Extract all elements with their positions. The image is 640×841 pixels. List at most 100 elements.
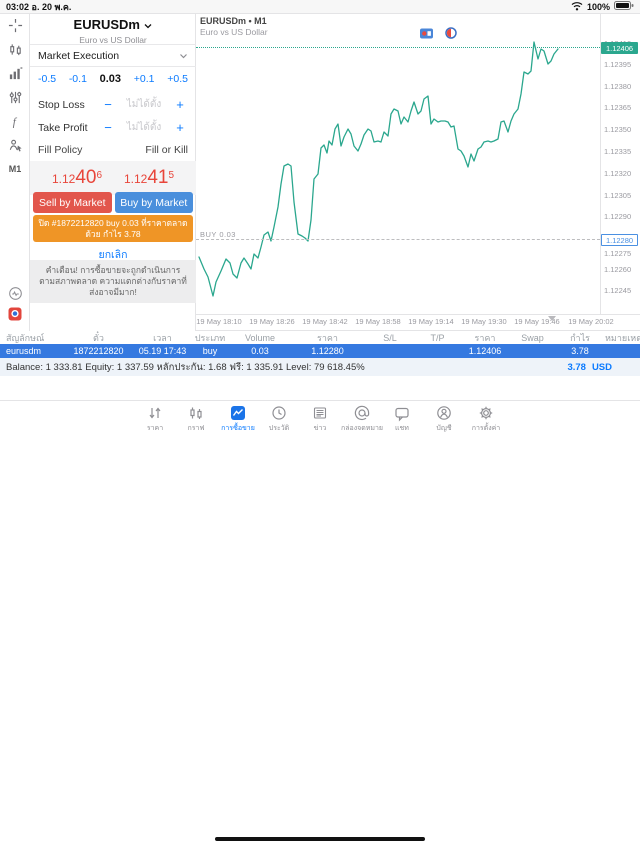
col-symbol: สัญลักษณ์	[6, 332, 45, 343]
chat-icon	[395, 407, 409, 422]
fill-policy-select[interactable]: Fill Policy Fill or Kill	[30, 139, 196, 161]
take-profit-plus-button[interactable]: +	[176, 120, 184, 135]
position-price-badge: 1.12280	[601, 234, 638, 246]
timeframe-m1[interactable]: M1	[8, 164, 22, 174]
volume-inc-big-button[interactable]: +0.5	[167, 73, 188, 85]
nav-label: ข่าว	[313, 425, 327, 432]
cell-price: 1.12280	[311, 346, 344, 356]
y-tick: 1.12395	[604, 60, 632, 69]
col-type: ประเภท	[194, 332, 226, 343]
stop-loss-plus-button[interactable]: +	[176, 97, 184, 112]
x-tick: 19 May 19:30	[461, 317, 507, 326]
current-price-line	[196, 47, 600, 48]
nav-trade[interactable]: การซื้อขาย	[206, 405, 270, 434]
status-date: อ. 20 พ.ค.	[31, 1, 72, 12]
position-row[interactable]: eurusdm 1872212820 05.19 17:43 buy 0.03 …	[0, 344, 640, 358]
chart-title: EURUSDm • M1	[200, 16, 267, 26]
connection-status-icon[interactable]	[0, 282, 30, 304]
y-tick: 1.12380	[604, 82, 632, 91]
nav-accounts[interactable]: บัญชี	[412, 405, 476, 434]
col-comment: หมายเหตุ	[605, 332, 640, 343]
stop-loss-value[interactable]: ไม่ได้ตั้ง	[126, 99, 162, 110]
nav-label: แชท	[395, 425, 409, 432]
y-axis-line	[600, 14, 601, 315]
symbol-selector[interactable]: EURUSDm Euro vs US Dollar	[30, 16, 196, 45]
close-position-button[interactable]: ปิด #1872212820 buy 0.03 ที่ราคาตลาดด้วย…	[33, 215, 193, 242]
y-tick: 1.12335	[604, 147, 632, 156]
svg-text:f: f	[12, 116, 17, 128]
nav-quotes[interactable]: ราคา	[123, 405, 187, 434]
nav-chat[interactable]: แชท	[370, 405, 434, 434]
cell-volume: 0.03	[251, 346, 269, 356]
trade-icon	[231, 406, 245, 420]
stop-loss-minus-button[interactable]: −	[104, 97, 112, 112]
nav-label: ราคา	[146, 425, 164, 432]
wifi-icon	[571, 1, 583, 13]
chevron-down-icon	[180, 53, 187, 58]
app-icon[interactable]	[0, 303, 30, 325]
indicators-icon[interactable]	[0, 62, 30, 84]
stop-loss-row: Stop Loss − ไม่ได้ตั้ง +	[30, 93, 196, 116]
current-price-badge: 1.12406	[601, 42, 638, 54]
status-time-date: 03:02 อ. 20 พ.ค.	[6, 0, 71, 14]
nav-history[interactable]: ประวัติ	[247, 405, 311, 434]
ask-price: 1.12415	[123, 167, 175, 188]
col-tp: T/P	[430, 332, 445, 343]
nav-label: บัญชี	[436, 425, 452, 432]
account-summary: Balance: 1 333.81 Equity: 1 337.59 หลักป…	[6, 361, 365, 373]
chart-type-icon[interactable]	[0, 38, 30, 60]
mailbox-icon	[354, 405, 370, 421]
account-summary-bar: Balance: 1 333.81 Equity: 1 337.59 หลักป…	[0, 358, 640, 376]
settings-sliders-icon[interactable]	[0, 86, 30, 108]
take-profit-minus-button[interactable]: −	[104, 120, 112, 135]
cancel-link[interactable]: ยกเลิก	[98, 249, 128, 261]
crosshair-icon[interactable]	[0, 14, 30, 36]
cell-profit: 3.78	[571, 346, 589, 356]
chart-bottom-border	[196, 330, 640, 331]
chart-header-icons	[420, 26, 457, 44]
volume-value[interactable]: 0.03	[99, 73, 122, 85]
home-indicator[interactable]	[215, 837, 425, 841]
cell-type: buy	[202, 346, 218, 356]
cursor-icon[interactable]	[0, 134, 30, 156]
symbol-flag-icon[interactable]	[420, 26, 433, 44]
session-clock-icon[interactable]	[445, 26, 457, 44]
price-line-chart	[198, 41, 559, 297]
take-profit-value[interactable]: ไม่ได้ตั้ง	[126, 122, 162, 133]
y-tick: 1.12275	[604, 249, 632, 258]
nav-label: กราฟ	[187, 425, 205, 432]
positions-table-header: สัญลักษณ์ ตั๋ว เวลา ประเภท Volume ราคา S…	[0, 331, 640, 344]
accounts-icon	[437, 406, 451, 420]
col-sl: S/L	[383, 332, 397, 343]
execution-warning-text: คำเตือน! การซื้อขายจะถูกดำเนินการตามสภาพ…	[30, 260, 196, 304]
chart-area[interactable]: EURUSDm • M1 Euro vs US Dollar BUY 0.03 …	[196, 14, 640, 331]
nav-label: ประวัติ	[268, 425, 290, 432]
sell-button[interactable]: Sell by Market	[33, 192, 112, 213]
col-ticket: ตั๋ว	[93, 332, 104, 343]
col-profit: กำไร	[570, 332, 590, 343]
trade-buttons: Sell by Market Buy by Market	[33, 192, 193, 213]
nav-news[interactable]: ข่าว	[288, 405, 352, 434]
cell-symbol: eurusdm	[6, 346, 42, 356]
volume-dec-button[interactable]: -0.1	[68, 73, 87, 85]
fx-objects-icon[interactable]: f	[0, 110, 30, 132]
nav-mailbox[interactable]: กล่องจดหมาย	[330, 405, 394, 434]
volume-dec-big-button[interactable]: -0.5	[38, 73, 57, 85]
volume-inc-button[interactable]: +0.1	[133, 73, 155, 85]
settings-gear-icon	[479, 406, 493, 420]
stop-loss-label: Stop Loss	[38, 98, 85, 111]
nav-settings[interactable]: การตั้งค่า	[454, 405, 518, 434]
col-volume: Volume	[244, 332, 276, 343]
nav-charts[interactable]: กราฟ	[164, 405, 228, 434]
status-bar: 03:02 อ. 20 พ.ค. 100%	[0, 0, 640, 14]
nav-label: การซื้อขาย	[221, 425, 255, 432]
x-tick: 19 May 18:26	[249, 317, 295, 326]
symbol-description: Euro vs US Dollar	[79, 35, 147, 45]
nav-label: การตั้งค่า	[471, 425, 501, 432]
price-polyline	[198, 41, 559, 297]
execution-mode-select[interactable]: Market Execution	[30, 44, 196, 67]
buy-button[interactable]: Buy by Market	[114, 192, 193, 213]
quotes-icon	[149, 407, 161, 419]
bottom-nav: ราคา กราฟ การซื้อขาย ประวัติ ข่าว กล่องจ…	[0, 400, 640, 841]
